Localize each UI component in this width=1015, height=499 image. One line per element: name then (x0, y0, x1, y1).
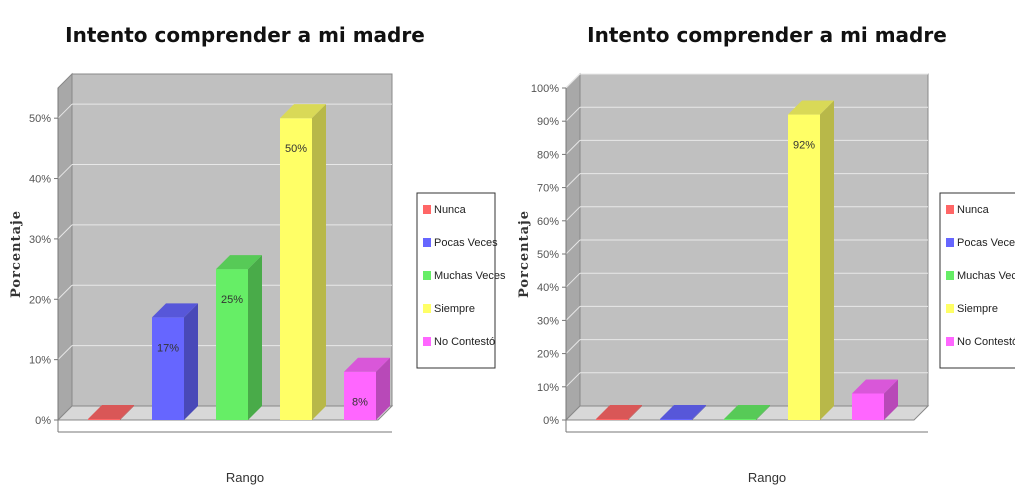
legend-swatch (946, 238, 954, 247)
x-axis-label: Rango (748, 470, 786, 485)
legend-swatch (946, 271, 954, 280)
legend-entry: Siempre (957, 303, 998, 315)
legend-swatch (946, 205, 954, 214)
data-label: 50% (285, 143, 307, 155)
y-axis-label: Porcentaje (9, 210, 24, 298)
bar-muchas-veces (216, 255, 262, 420)
y-tick-label: 70% (537, 183, 559, 195)
bar-front (280, 118, 312, 420)
y-tick-label: 40% (29, 174, 51, 186)
y-tick-label: 90% (537, 116, 559, 128)
legend-swatch (423, 337, 431, 346)
y-tick-label: 50% (29, 113, 51, 125)
bar-side (248, 255, 262, 420)
bar-front (852, 393, 884, 420)
bar-front (788, 115, 820, 420)
data-label: 92% (793, 140, 815, 152)
data-label: 17% (157, 342, 179, 354)
legend-entry: Siempre (434, 303, 475, 315)
legend-swatch (423, 271, 431, 280)
legend-swatch (423, 238, 431, 247)
y-tick-label: 20% (29, 294, 51, 306)
bar-side (312, 104, 326, 420)
legend-entry: No Contestó (957, 336, 1015, 348)
chart-right: Intento comprender a mi madre 0% 10% 20% 30%… (508, 0, 1015, 499)
y-tick-label: 50% (537, 249, 559, 261)
legend-swatch (423, 205, 431, 214)
y-tick-label: 10% (29, 355, 51, 367)
bar-pocas-veces (152, 303, 198, 420)
bar-front (152, 317, 184, 420)
bar-front (724, 419, 756, 420)
bar-front (216, 269, 248, 420)
legend-entry: Nunca (957, 204, 990, 216)
legend-swatch (423, 304, 431, 313)
y-tick-label: 0% (543, 415, 559, 427)
y-tick-label: 40% (537, 282, 559, 294)
legend-entry: Pocas Veces (434, 237, 498, 249)
y-tick-label: 30% (537, 315, 559, 327)
legend-swatch (946, 337, 954, 346)
y-tick-label: 20% (537, 349, 559, 361)
bar-no-contest- (344, 358, 390, 420)
y-axis-label: Porcentaje (517, 210, 532, 298)
bar-front (596, 419, 628, 420)
legend-swatch (946, 304, 954, 313)
legend-entry: Nunca (434, 204, 467, 216)
data-label: 8% (352, 397, 368, 409)
legend-entry: Muchas Veces (434, 270, 506, 282)
legend-entry: No Contestó (434, 336, 495, 348)
y-tick-label: 60% (537, 216, 559, 228)
y-tick-label: 10% (537, 382, 559, 394)
chart-title: Intento comprender a mi madre (65, 23, 425, 47)
y-tick-label: 100% (531, 83, 559, 95)
bar-front (660, 419, 692, 420)
legend-entry: Muchas Veces (957, 270, 1015, 282)
y-tick-label: 0% (35, 415, 51, 427)
chart-title: Intento comprender a mi madre (587, 23, 947, 47)
x-axis-label: Rango (226, 470, 264, 485)
data-label: 25% (221, 294, 243, 306)
y-tick-label: 80% (537, 149, 559, 161)
y-tick-label: 30% (29, 234, 51, 246)
bar-front (88, 419, 120, 420)
plot-left-wall (58, 74, 72, 420)
bar-side (184, 303, 198, 420)
bar-side (820, 101, 834, 420)
chart-left: Intento comprender a mi madre 0% 10% 20% 30%… (0, 0, 507, 499)
legend-entry: Pocas Veces (957, 237, 1015, 249)
